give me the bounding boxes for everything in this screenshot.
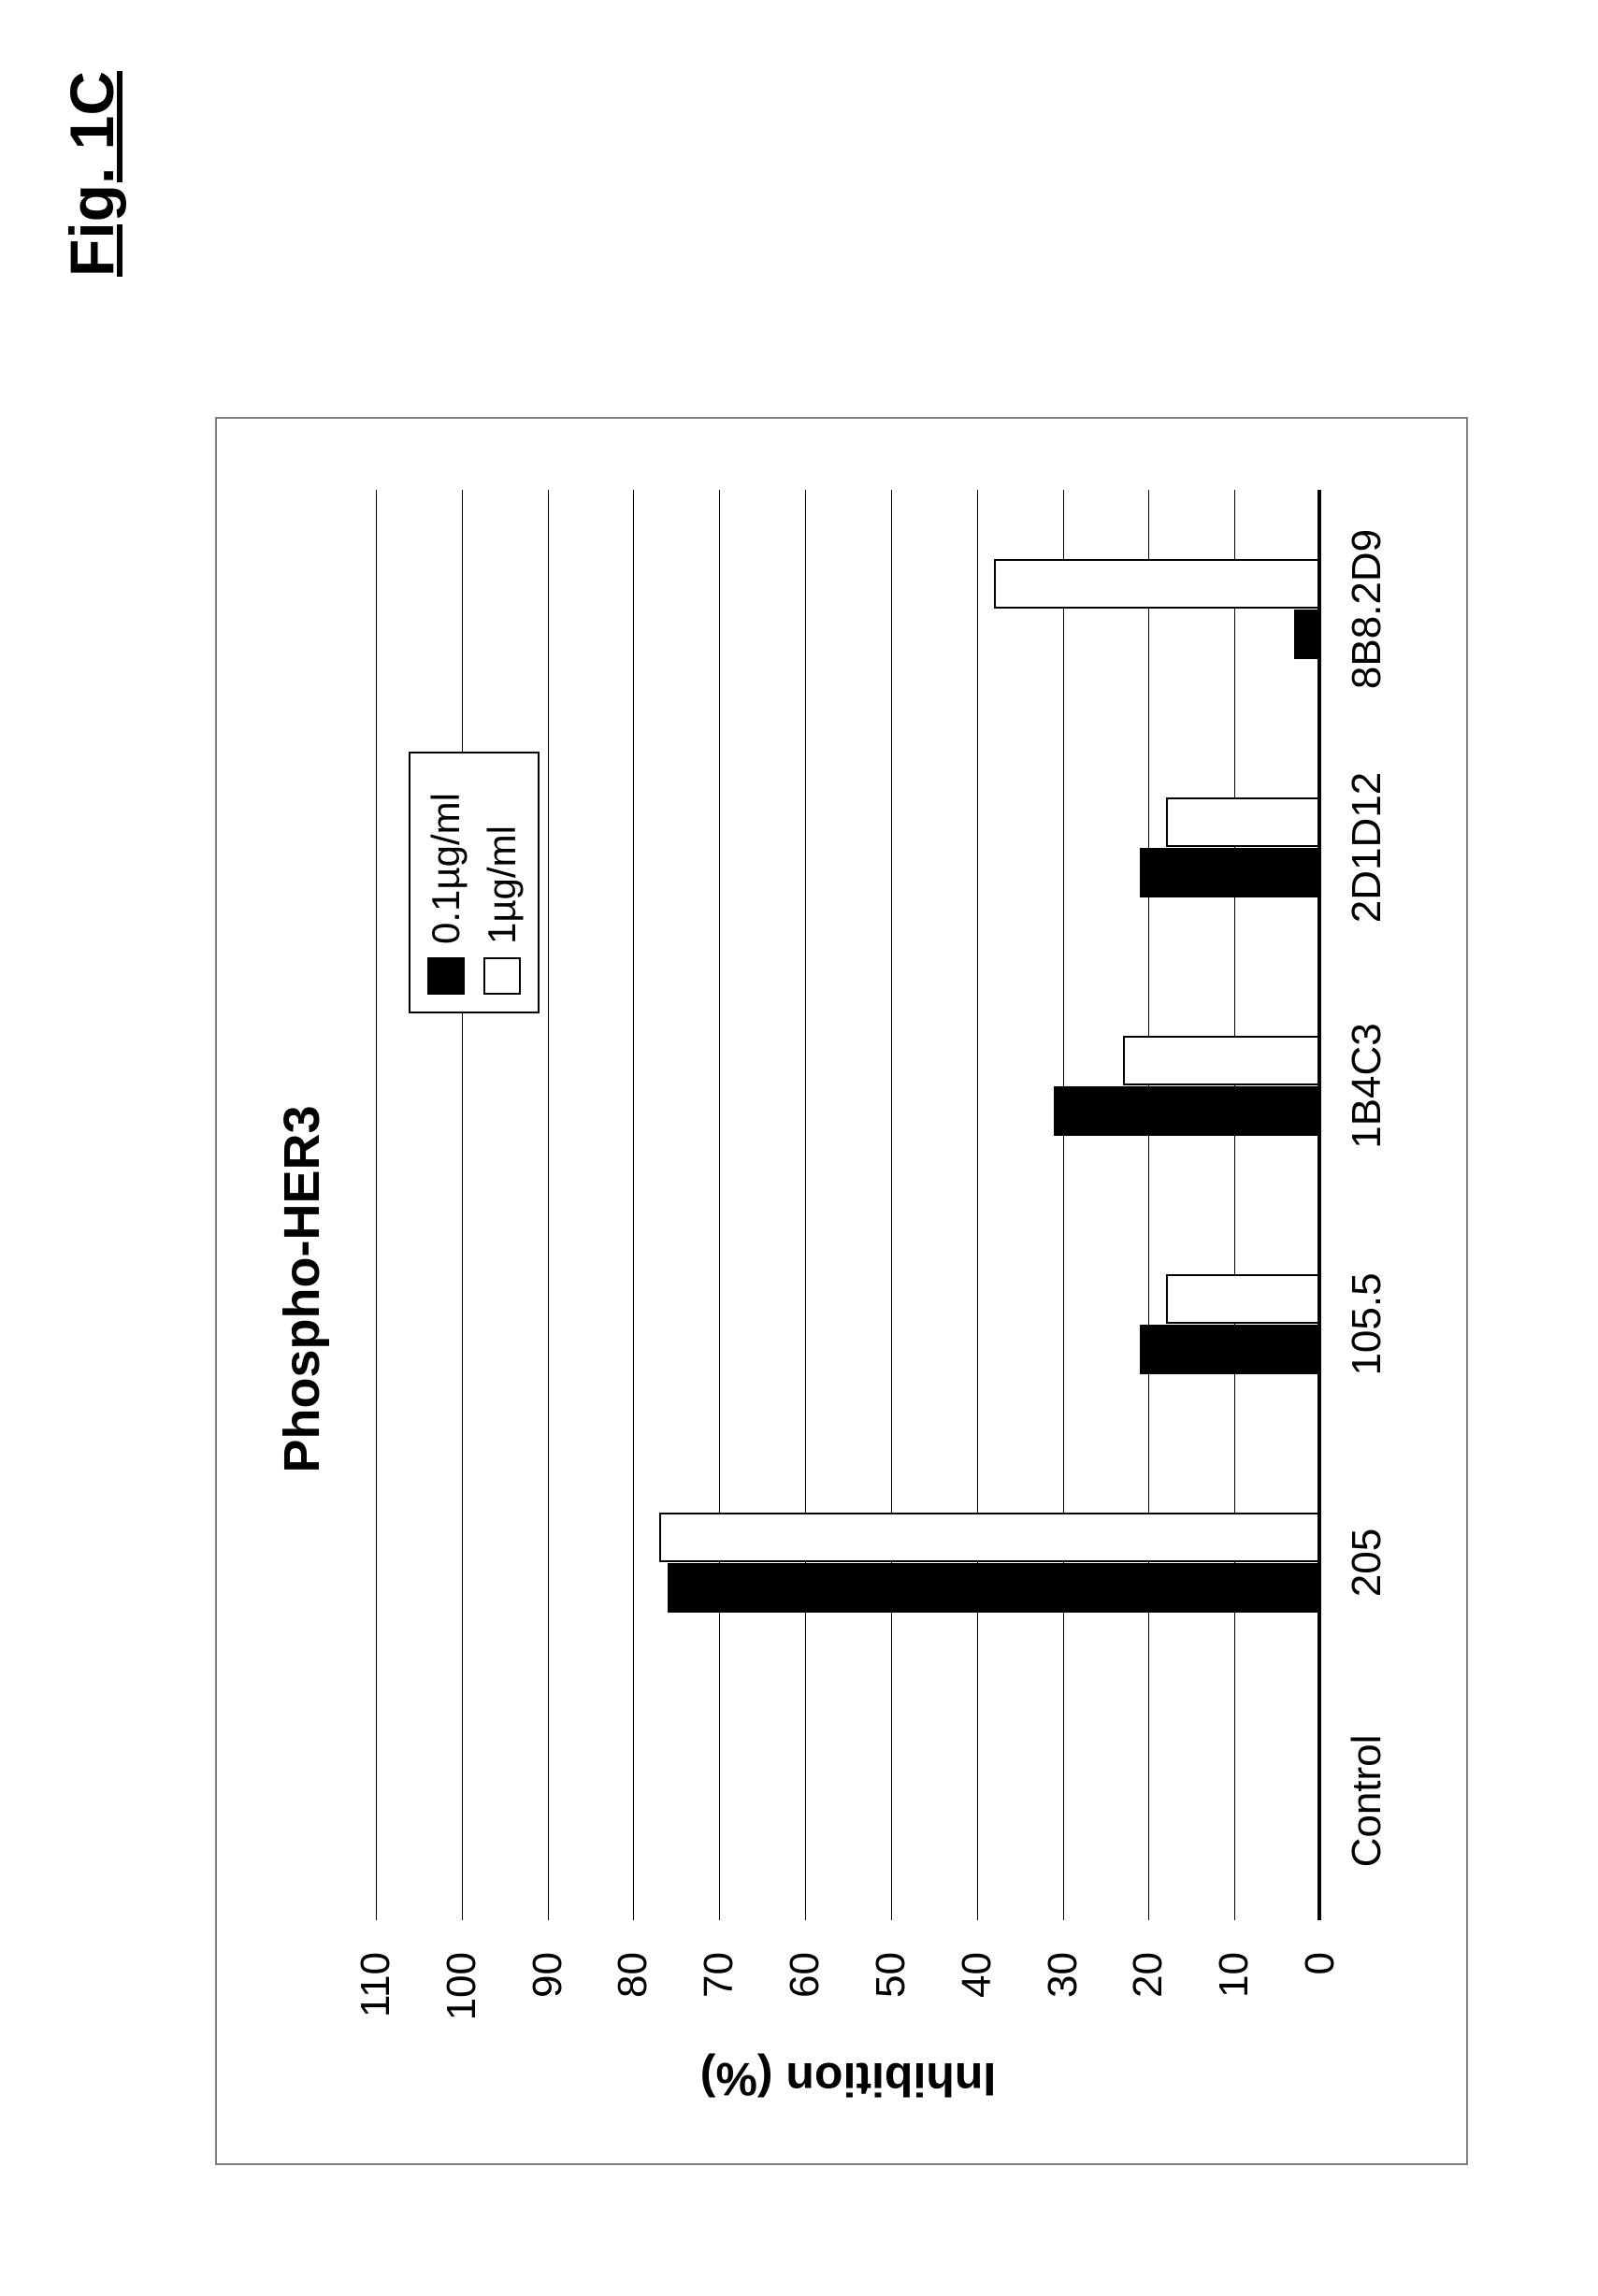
bar	[1166, 797, 1320, 848]
y-tick-label: 30	[1040, 1952, 1087, 1998]
x-tick-label: Control	[1344, 1735, 1390, 1868]
legend-swatch	[427, 957, 465, 995]
y-tick-label: 20	[1125, 1952, 1172, 1998]
bar	[1054, 1086, 1320, 1137]
gridline	[977, 490, 978, 1920]
y-tick-label: 60	[782, 1952, 828, 1998]
gridline	[891, 490, 892, 1920]
y-axis-title: Inhibition (%)	[700, 2052, 997, 2106]
plot-area	[376, 490, 1320, 1920]
legend-item: 0.1µg/ml	[424, 793, 468, 995]
legend-swatch	[483, 957, 521, 995]
y-tick-label: 80	[610, 1952, 656, 1998]
bar	[994, 559, 1320, 610]
gridline	[1234, 490, 1235, 1920]
y-tick-label: 110	[353, 1952, 399, 2017]
legend-label: 1µg/ml	[480, 825, 525, 944]
bar	[1294, 610, 1320, 660]
gridline	[548, 490, 549, 1920]
legend-label: 0.1µg/ml	[424, 793, 468, 944]
y-tick-label: 10	[1211, 1952, 1258, 1998]
bar	[1140, 1325, 1320, 1375]
chart-frame: Phospho-HER3 Inhibition (%) 0.1µg/ml 1µg/…	[215, 417, 1468, 2165]
gridline	[1063, 490, 1064, 1920]
bar	[1140, 848, 1320, 898]
figure-label: Fig. 1C	[56, 71, 127, 277]
chart-title: Phospho-HER3	[273, 415, 331, 2163]
x-tick-label: 1B4C3	[1344, 1023, 1390, 1149]
x-axis-line	[1317, 490, 1320, 1920]
x-tick-label: 205	[1344, 1528, 1390, 1597]
gridline	[376, 490, 377, 1920]
gridline	[719, 490, 720, 1920]
gridline	[1320, 490, 1321, 1920]
x-tick-label: 105.5	[1344, 1272, 1390, 1375]
y-tick-label: 70	[696, 1952, 742, 1998]
rotated-canvas: Fig. 1C Phospho-HER3 Inhibition (%) 0.1µ…	[0, 0, 1598, 2296]
bar	[659, 1513, 1320, 1563]
gridline	[1148, 490, 1149, 1920]
x-tick-label: 8B8.2D9	[1344, 529, 1390, 689]
y-tick-label: 40	[954, 1952, 1001, 1998]
plot-background	[376, 490, 1320, 1920]
y-tick-label: 90	[525, 1952, 571, 1998]
gridline	[462, 490, 463, 1920]
legend: 0.1µg/ml 1µg/ml	[409, 752, 540, 1013]
gridline	[633, 490, 634, 1920]
y-tick-label: 0	[1297, 1952, 1344, 1974]
legend-item: 1µg/ml	[480, 825, 525, 995]
bar	[1166, 1274, 1320, 1325]
bar	[668, 1563, 1320, 1614]
y-tick-label: 50	[868, 1952, 914, 1998]
gridline	[805, 490, 806, 1920]
x-tick-label: 2D1D12	[1344, 772, 1390, 923]
y-tick-label: 100	[439, 1952, 485, 2020]
bar	[1123, 1036, 1320, 1086]
